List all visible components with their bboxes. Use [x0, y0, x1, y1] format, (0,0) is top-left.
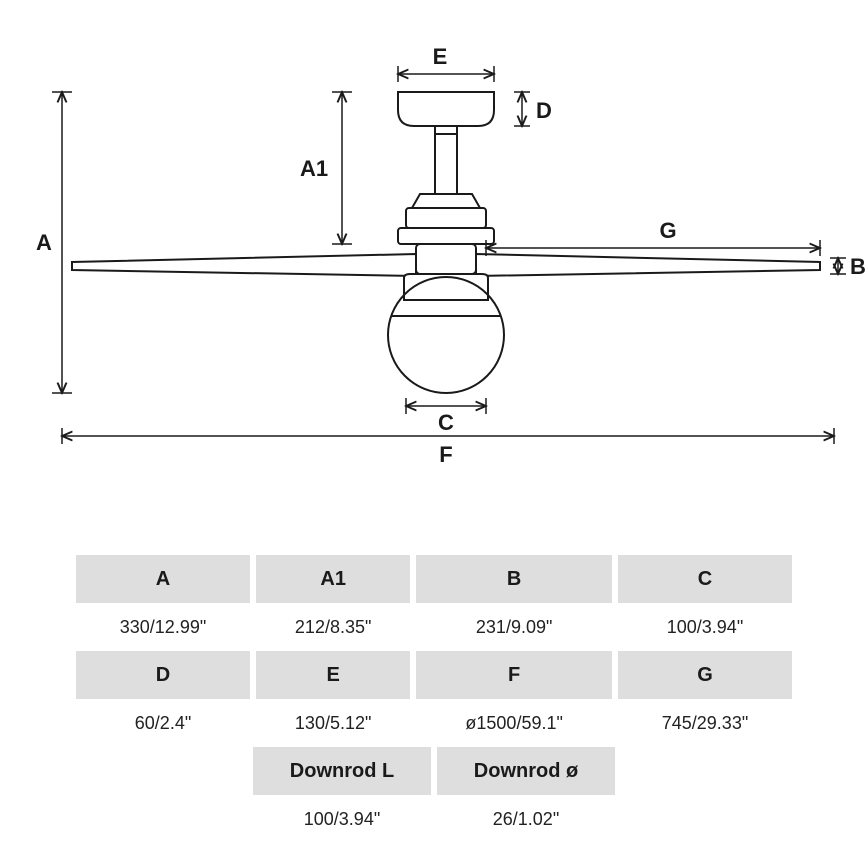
val-D: 60/2.4" [76, 699, 250, 747]
blade-right [476, 254, 820, 276]
canopy [398, 92, 494, 126]
dimension-table: A A1 B C 330/12.99" 212/8.35" 231/9.09" … [70, 555, 798, 843]
motor-housing [406, 208, 486, 228]
blade-left [72, 254, 416, 276]
hdr-downrod-dia: Downrod ø [437, 747, 615, 795]
fan-svg: A A1 E D G B [0, 0, 868, 470]
page: A A1 E D G B [0, 0, 868, 868]
motor-cap [412, 194, 480, 208]
dim-F-label: F [439, 442, 452, 467]
blade-hub [416, 244, 476, 274]
hdr-A: A [76, 555, 250, 603]
hdr-downrod-L: Downrod L [253, 747, 431, 795]
hdr-B: B [416, 555, 612, 603]
downrod [435, 134, 457, 194]
dimension-diagram: A A1 E D G B [0, 0, 868, 470]
dim-G-label: G [659, 218, 676, 243]
canopy-stem [435, 126, 457, 134]
val-C: 100/3.94" [618, 603, 792, 651]
val-E: 130/5.12" [256, 699, 410, 747]
val-A1: 212/8.35" [256, 603, 410, 651]
dim-A1-label: A1 [300, 156, 328, 181]
val-B: 231/9.09" [416, 603, 612, 651]
dim-A-label: A [36, 230, 52, 255]
dim-D-label: D [536, 98, 552, 123]
val-A: 330/12.99" [76, 603, 250, 651]
dim-table-row3-hdr: Downrod L Downrod ø [70, 747, 798, 795]
val-downrod-dia: 26/1.02" [437, 795, 615, 843]
hdr-A1: A1 [256, 555, 410, 603]
hdr-D: D [76, 651, 250, 699]
dim-table-row3-val: 100/3.94" 26/1.02" [70, 795, 798, 843]
hdr-F: F [416, 651, 612, 699]
dim-E-label: E [433, 44, 448, 69]
val-F: ø1500/59.1" [416, 699, 612, 747]
val-downrod-L: 100/3.94" [253, 795, 431, 843]
hdr-C: C [618, 555, 792, 603]
hdr-G: G [618, 651, 792, 699]
dim-B-label: B [850, 254, 866, 279]
val-G: 745/29.33" [618, 699, 792, 747]
hdr-E: E [256, 651, 410, 699]
dim-table-row1: A A1 B C 330/12.99" 212/8.35" 231/9.09" … [70, 555, 798, 747]
dim-C-label: C [438, 410, 454, 435]
motor-housing-2 [398, 228, 494, 244]
